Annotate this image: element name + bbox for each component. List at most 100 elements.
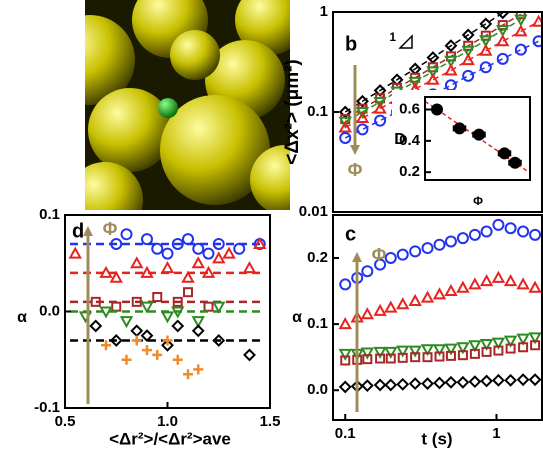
marker	[398, 299, 408, 308]
x-tick-label: 0.1	[335, 425, 356, 442]
marker	[245, 263, 255, 272]
x-tick-label: 0.5	[55, 413, 76, 430]
marker	[398, 379, 408, 389]
marker	[410, 246, 420, 256]
y-tick-label: 0.2	[399, 163, 420, 180]
marker	[132, 326, 142, 336]
marker	[434, 378, 444, 388]
marker	[245, 350, 255, 360]
phi-label: Φ	[372, 245, 387, 265]
marker	[152, 244, 162, 254]
y-axis-label: <Δx²> (μm²)	[282, 59, 303, 165]
marker	[142, 331, 152, 341]
marker	[458, 283, 468, 292]
plot-area	[340, 220, 540, 392]
marker	[458, 377, 468, 387]
marker	[340, 382, 350, 392]
x-tick-label: 1.0	[157, 413, 178, 430]
marker	[482, 376, 492, 386]
y-tick-label: 1	[320, 3, 328, 20]
marker	[434, 240, 444, 250]
marker	[204, 268, 214, 277]
marker	[506, 276, 516, 285]
marker	[410, 296, 420, 305]
marker	[163, 249, 173, 259]
marker	[530, 375, 540, 385]
marker	[500, 148, 510, 158]
x-axis-label: t (s)	[421, 429, 452, 448]
marker	[153, 293, 161, 301]
marker	[518, 279, 528, 288]
marker	[362, 309, 372, 318]
y-axis-label: D	[394, 131, 406, 148]
marker	[410, 379, 420, 389]
marker	[463, 71, 473, 81]
marker	[516, 45, 526, 55]
marker	[340, 279, 350, 289]
y-tick-label: 0.01	[299, 203, 328, 220]
marker	[122, 355, 132, 365]
marker	[112, 303, 120, 311]
marker	[70, 249, 80, 258]
marker	[184, 288, 192, 296]
marker	[204, 249, 214, 259]
y-tick-label: 0.1	[307, 103, 328, 120]
marker	[163, 263, 173, 272]
marker	[375, 306, 385, 315]
marker	[518, 227, 528, 237]
y-tick-label: 0.1	[39, 206, 60, 223]
figure: a 0.010.11b<Δx²> (μm²)Φ10.20.40.6DΦ0.00.…	[0, 0, 543, 457]
marker	[446, 80, 456, 90]
phi-label: Φ	[103, 219, 118, 239]
marker	[482, 227, 492, 237]
marker	[470, 230, 480, 240]
marker	[362, 266, 372, 276]
marker	[101, 308, 111, 317]
marker	[205, 303, 213, 311]
y-tick-label: 0.0	[307, 381, 328, 398]
marker	[510, 158, 520, 168]
marker	[142, 234, 152, 244]
marker	[493, 273, 503, 282]
marker	[375, 380, 385, 390]
marker	[173, 355, 183, 365]
marker	[518, 375, 528, 385]
marker	[530, 283, 540, 292]
panel-label: d	[72, 220, 84, 242]
marker	[193, 244, 203, 254]
marker	[493, 220, 503, 230]
marker	[446, 236, 456, 246]
marker	[423, 243, 433, 253]
slope-triangle	[400, 36, 412, 48]
marker	[214, 253, 224, 262]
marker	[458, 233, 468, 243]
marker	[101, 268, 111, 277]
plot-area	[70, 229, 265, 379]
marker	[142, 345, 152, 355]
phi-arrow-head	[350, 145, 360, 155]
marker	[455, 123, 465, 133]
panel-label: a	[70, 33, 82, 55]
marker	[398, 250, 408, 260]
y-tick-label: 0.1	[307, 315, 328, 332]
marker	[122, 317, 132, 326]
x-tick-label: 1	[492, 425, 500, 442]
marker	[446, 377, 456, 387]
marker	[152, 350, 162, 360]
marker	[132, 258, 142, 267]
marker	[193, 258, 203, 267]
slope-label: 1	[389, 30, 396, 44]
marker	[434, 289, 444, 298]
marker	[173, 321, 183, 331]
marker	[423, 293, 433, 302]
marker	[482, 276, 492, 285]
marker	[234, 244, 244, 254]
y-tick-label: 0.0	[39, 302, 60, 319]
marker	[91, 321, 101, 331]
marker	[481, 62, 491, 72]
panel-label: c	[345, 223, 356, 245]
marker	[224, 249, 234, 258]
marker	[375, 116, 385, 126]
marker	[386, 303, 396, 312]
marker	[193, 364, 203, 374]
